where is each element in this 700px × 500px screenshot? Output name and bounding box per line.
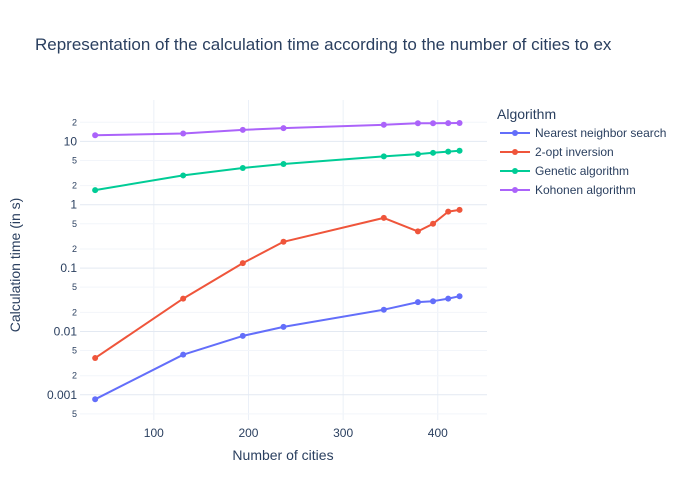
y-minor-tick-label: 2 <box>72 371 77 381</box>
data-point-2-opt-inversion <box>239 260 246 267</box>
grid-lines <box>80 100 487 420</box>
y-minor-tick-label: 5 <box>72 155 77 165</box>
legend-item: 2-opt inversion <box>500 145 614 159</box>
legend-item: Kohonen algorithm <box>500 183 636 197</box>
y-minor-tick-label: 5 <box>72 409 77 419</box>
legend-title: Algorithm <box>497 106 556 122</box>
legend-marker <box>512 149 518 155</box>
legend-marker <box>512 187 518 193</box>
data-point-kohonen-algorithm <box>430 120 437 127</box>
y-tick-label: 0.1 <box>60 261 77 275</box>
data-point-genetic-algorithm <box>456 147 463 154</box>
y-tick-label: 0.01 <box>54 324 78 338</box>
data-point-kohonen-algorithm <box>239 126 246 133</box>
legend-label: Kohonen algorithm <box>535 183 636 197</box>
legend-marker <box>512 130 518 136</box>
series-line-kohonen-algorithm <box>95 122 460 137</box>
y-minor-tick-label: 5 <box>72 282 77 292</box>
y-axis-title: Calculation time (in s) <box>7 198 23 333</box>
data-point-genetic-algorithm <box>414 151 421 158</box>
data-point-kohonen-algorithm <box>456 120 463 127</box>
data-point-nearest-neighbor-search <box>380 306 387 313</box>
data-point-genetic-algorithm <box>239 165 246 172</box>
data-point-2-opt-inversion <box>180 295 187 302</box>
chart-title: Representation of the calculation time a… <box>35 35 612 54</box>
data-point-2-opt-inversion <box>445 208 452 215</box>
series-line-2-opt-inversion <box>94 208 460 359</box>
data-point-genetic-algorithm <box>92 187 99 194</box>
y-minor-tick-label: 5 <box>72 346 77 356</box>
series-line-nearest-neighbor-search <box>94 295 460 401</box>
x-axis-title: Number of cities <box>232 447 333 463</box>
data-point-2-opt-inversion <box>380 214 387 221</box>
x-tick-label: 400 <box>428 426 448 440</box>
data-point-2-opt-inversion <box>280 238 287 245</box>
y-axis-ticks: 5 2 5 2 5 2 5 2 5 2 0.001 0.01 0.1 1 10 <box>47 117 77 419</box>
data-point-genetic-algorithm <box>280 160 287 167</box>
legend-label: 2-opt inversion <box>535 145 614 159</box>
legend-item: Nearest neighbor search <box>500 126 666 140</box>
data-point-genetic-algorithm <box>380 153 387 160</box>
data-point-2-opt-inversion <box>414 228 421 235</box>
data-point-2-opt-inversion <box>92 355 99 362</box>
legend-label: Nearest neighbor search <box>535 126 666 140</box>
data-point-kohonen-algorithm <box>180 130 187 137</box>
data-point-kohonen-algorithm <box>414 120 421 127</box>
y-tick-label: 10 <box>64 134 78 148</box>
data-point-2-opt-inversion <box>456 206 463 213</box>
legend-item: Genetic algorithm <box>500 164 629 178</box>
legend-label: Genetic algorithm <box>535 164 629 178</box>
data-point-kohonen-algorithm <box>380 121 387 128</box>
x-tick-label: 200 <box>238 426 258 440</box>
y-tick-label: 1 <box>70 198 77 212</box>
data-point-kohonen-algorithm <box>280 125 287 132</box>
data-point-nearest-neighbor-search <box>414 299 421 306</box>
legend-marker <box>512 168 518 174</box>
y-minor-tick-label: 2 <box>72 244 77 254</box>
data-point-genetic-algorithm <box>180 172 187 179</box>
y-minor-tick-label: 2 <box>72 181 77 191</box>
data-point-kohonen-algorithm <box>92 132 99 139</box>
data-point-nearest-neighbor-search <box>430 298 437 305</box>
data-point-nearest-neighbor-search <box>280 323 287 330</box>
data-point-nearest-neighbor-search <box>239 332 246 339</box>
data-point-nearest-neighbor-search <box>180 351 187 358</box>
data-point-nearest-neighbor-search <box>445 295 452 302</box>
y-minor-tick-label: 5 <box>72 219 77 229</box>
x-tick-label: 300 <box>333 426 353 440</box>
y-minor-tick-label: 2 <box>72 117 77 127</box>
y-minor-tick-label: 2 <box>72 307 77 317</box>
data-point-2-opt-inversion <box>430 220 437 227</box>
series-line-genetic-algorithm <box>94 149 460 192</box>
legend: Algorithm Nearest neighbor search 2-opt i… <box>497 106 666 197</box>
x-tick-label: 100 <box>144 426 164 440</box>
data-point-genetic-algorithm <box>430 149 437 156</box>
data-point-genetic-algorithm <box>445 148 452 155</box>
plot-area <box>92 120 463 403</box>
data-point-nearest-neighbor-search <box>92 396 99 403</box>
y-tick-label: 0.001 <box>47 388 77 402</box>
x-axis-ticks: 100 200 300 400 <box>144 426 448 440</box>
data-point-kohonen-algorithm <box>445 120 452 127</box>
data-point-nearest-neighbor-search <box>456 293 463 300</box>
